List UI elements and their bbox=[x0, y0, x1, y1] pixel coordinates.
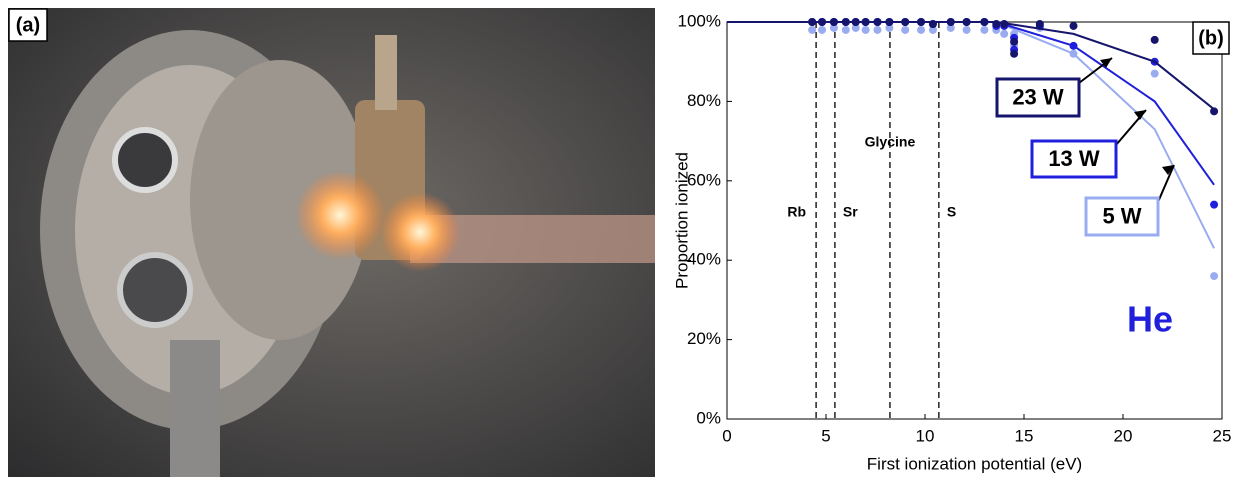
data-point bbox=[808, 25, 817, 34]
panel-label: (b) bbox=[1198, 27, 1224, 49]
data-point bbox=[917, 18, 926, 26]
legend-arrowhead bbox=[1134, 110, 1146, 120]
data-point bbox=[861, 25, 870, 34]
legend-arrowhead bbox=[1100, 58, 1112, 68]
data-point bbox=[1150, 35, 1159, 44]
panel-label: (a) bbox=[16, 14, 40, 36]
y-tick-label: 40% bbox=[687, 250, 721, 269]
data-point bbox=[885, 18, 894, 26]
legend-box bbox=[1084, 196, 1160, 237]
x-tick-label: 0 bbox=[722, 426, 731, 445]
legend-box bbox=[1030, 139, 1118, 179]
data-point bbox=[901, 25, 910, 34]
data-point bbox=[1210, 107, 1219, 116]
data-point bbox=[1069, 21, 1078, 30]
data-point bbox=[873, 25, 882, 34]
legend-label: 13 W bbox=[1048, 146, 1100, 171]
y-axis-label: Proportion ionized bbox=[672, 152, 691, 289]
data-point bbox=[1010, 37, 1019, 46]
reference-label: Glycine bbox=[865, 134, 916, 150]
data-point bbox=[1000, 19, 1009, 28]
x-tick-label: 5 bbox=[821, 426, 830, 445]
data-point bbox=[841, 25, 850, 34]
data-point bbox=[851, 18, 860, 26]
reference-label: Rb bbox=[787, 204, 806, 220]
legend-arrow bbox=[1157, 164, 1175, 203]
data-point bbox=[1069, 49, 1078, 58]
data-point bbox=[962, 18, 971, 26]
data-point bbox=[980, 18, 989, 26]
legend-label: 23 W bbox=[1012, 84, 1064, 109]
reference-label: S bbox=[947, 204, 956, 220]
data-point bbox=[818, 25, 827, 34]
y-tick-label: 60% bbox=[687, 170, 721, 189]
data-point bbox=[829, 18, 838, 26]
legend-label: 5 W bbox=[1102, 203, 1141, 228]
data-point bbox=[928, 19, 937, 28]
data-point bbox=[1150, 69, 1159, 78]
data-point bbox=[1000, 29, 1009, 38]
data-point bbox=[946, 23, 955, 32]
y-tick-label: 80% bbox=[687, 91, 721, 110]
data-point bbox=[1069, 41, 1078, 50]
data-point bbox=[917, 25, 926, 34]
data-point bbox=[928, 25, 937, 34]
data-point bbox=[1210, 272, 1219, 281]
legend-box bbox=[995, 77, 1081, 118]
y-tick-label: 20% bbox=[687, 329, 721, 348]
data-point bbox=[873, 18, 882, 26]
y-tick-label: 0% bbox=[696, 408, 721, 427]
data-point bbox=[885, 23, 894, 32]
x-tick-label: 15 bbox=[1015, 426, 1034, 445]
photo: (a) bbox=[8, 8, 655, 477]
data-point bbox=[901, 18, 910, 26]
legend-arrowhead bbox=[1162, 165, 1174, 175]
data-point bbox=[851, 23, 860, 32]
data-point bbox=[1010, 49, 1019, 58]
data-point bbox=[818, 18, 827, 26]
data-point bbox=[1210, 200, 1219, 209]
data-point bbox=[992, 19, 1001, 28]
data-point bbox=[946, 18, 955, 26]
chart: 0% 20% 40% 60% 80% 100% 0 5 10 15 20 25 First ioniza… bbox=[672, 11, 1231, 473]
data-point bbox=[829, 23, 838, 32]
data-point bbox=[861, 18, 870, 26]
data-point bbox=[1035, 19, 1044, 28]
x-axis-label: First ionization potential (eV) bbox=[867, 454, 1082, 473]
x-tick-label: 10 bbox=[916, 426, 935, 445]
x-tick-label: 20 bbox=[1114, 426, 1133, 445]
y-tick-label: 100% bbox=[678, 11, 721, 30]
annotation: He bbox=[1127, 299, 1173, 340]
data-point bbox=[808, 18, 817, 26]
x-tick-label: 25 bbox=[1213, 426, 1232, 445]
data-point bbox=[962, 25, 971, 34]
reference-label: Sr bbox=[843, 204, 858, 220]
data-point bbox=[841, 18, 850, 26]
data-point bbox=[980, 25, 989, 34]
